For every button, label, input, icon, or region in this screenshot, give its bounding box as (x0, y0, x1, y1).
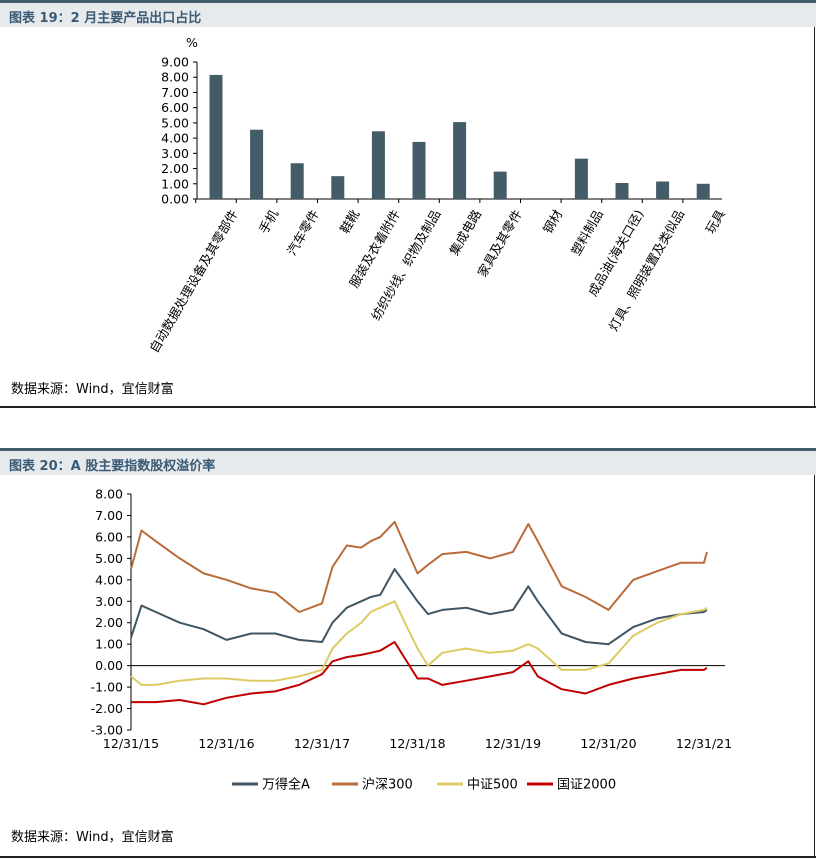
bar (290, 163, 304, 199)
x-tick-label: 手机 (256, 207, 282, 237)
x-tick-label: 12/31/15 (103, 736, 159, 751)
chart-source: 数据来源：Wind，宜信财富 (11, 382, 174, 397)
x-tick-label: 钢材 (540, 207, 565, 236)
y-tick-label: 6.00 (161, 100, 189, 115)
chart-title-bar: 图表 19：2 月主要产品出口占比 (0, 0, 816, 27)
y-tick-label: 2.00 (161, 161, 189, 176)
x-tick-label: 塑料制品 (568, 207, 606, 258)
frame-border-bottom (0, 856, 816, 858)
x-tick-label: 12/31/18 (389, 736, 445, 751)
y-tick-label: 3.00 (161, 146, 189, 161)
chart-panel-19: 图表 19：2 月主要产品出口占比 % 0.00 1.00 2.00 3.00 4.00 5… (0, 0, 820, 410)
y-tick-label: -3.00 (91, 723, 123, 738)
bar (371, 131, 385, 199)
x-tick-label: 12/31/21 (676, 736, 732, 751)
y-tick-label: 0.00 (161, 192, 189, 207)
x-tick-label: 12/31/17 (294, 736, 350, 751)
y-tick-label: 8.00 (95, 487, 123, 502)
series-line (131, 641, 708, 706)
y-tick-label: 9.00 (161, 55, 189, 70)
x-tick-label: 汽车零件 (284, 207, 322, 258)
y-tick-label: 5.00 (161, 115, 189, 130)
y-tick-label: 7.00 (161, 85, 189, 100)
x-tick-label: 12/31/20 (580, 736, 636, 751)
bar (250, 129, 264, 199)
series-line (130, 600, 708, 686)
bar (615, 183, 629, 199)
x-tick-label: 灯具、照明装置及类似品 (605, 207, 687, 334)
y-tick-label: 5.00 (95, 551, 123, 566)
x-tick-label: 玩具 (702, 207, 728, 237)
frame-border-right (813, 475, 815, 858)
chart-title: 图表 19：2 月主要产品出口占比 (9, 11, 202, 26)
bar (656, 181, 670, 199)
y-tick-label: 7.00 (95, 508, 123, 523)
x-tick-label: 集成电路 (446, 207, 484, 258)
bar (493, 171, 507, 199)
y-tick-label: 3.00 (95, 594, 123, 609)
bar (331, 176, 345, 199)
frame-border-right (813, 27, 815, 408)
x-tick-label: 鞋靴 (337, 207, 363, 237)
y-tick-label: 6.00 (95, 529, 123, 544)
chart-title: 图表 20：A 股主要指数股权溢价率 (9, 459, 216, 474)
line-chart: -3.00 -2.00 -1.00 0.00 1.00 2.00 3.00 4.00 5.00 6… (91, 487, 732, 793)
bar (574, 158, 588, 199)
y-tick-label: 2.00 (95, 615, 123, 630)
legend-label: 万得全A (262, 777, 310, 793)
y-tick-label: 0.00 (95, 658, 123, 673)
y-tick-label: 8.00 (161, 70, 189, 85)
bar (209, 74, 223, 199)
y-axis-unit-label: % (186, 35, 198, 50)
legend-label: 国证2000 (557, 778, 616, 793)
y-tick-label: -1.00 (91, 680, 123, 695)
legend-label: 中证500 (467, 778, 518, 793)
y-tick-label: 1.00 (161, 176, 189, 191)
bar (453, 122, 467, 199)
bar (696, 183, 710, 199)
legend-label: 沪深300 (362, 777, 413, 793)
x-tick-label: 12/31/16 (198, 736, 254, 751)
frame-border-bottom (0, 406, 816, 408)
x-tick-label: 12/31/19 (485, 736, 541, 751)
y-tick-label: 4.00 (161, 131, 189, 146)
bar-chart: % 0.001.002.003.004.005.006.007.008.009.0… (146, 35, 728, 355)
bar (412, 141, 426, 199)
chart-source: 数据来源：Wind，宜信财富 (11, 830, 174, 845)
y-tick-label: 1.00 (95, 637, 123, 652)
chart-panel-20: 图表 20：A 股主要指数股权溢价率 -3.00 -2.00 -1.00 0.00 1.… (0, 448, 820, 860)
series-line (130, 520, 708, 613)
x-tick-label: 自动数据处理设备及其零部件 (146, 207, 240, 355)
y-tick-label: 4.00 (95, 572, 123, 587)
series-line (130, 568, 708, 646)
chart-title-bar: 图表 20：A 股主要指数股权溢价率 (0, 448, 816, 475)
y-tick-label: -2.00 (91, 701, 123, 716)
